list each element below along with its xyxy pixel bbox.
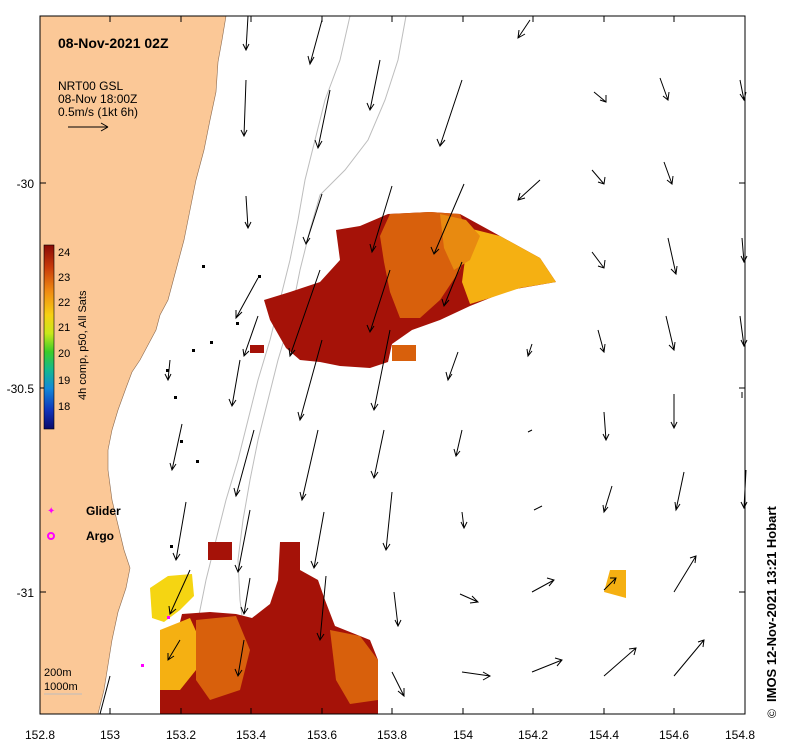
isobath-lines <box>179 15 407 715</box>
colorbar-tick-label: 22 <box>58 297 70 309</box>
product-name: NRT00 GSL <box>58 79 123 93</box>
y-tick-label: -31 <box>17 586 35 600</box>
map-title: 08-Nov-2021 02Z <box>58 35 169 51</box>
x-tick-label: 153.8 <box>377 728 407 742</box>
y-tick-label: -30 <box>17 177 35 191</box>
legend-argo-label: Argo <box>86 529 114 543</box>
x-axis-labels: 152.8 153 153.2 153.4 153.6 153.8 154 15… <box>25 728 755 742</box>
y-axis-labels: -30 -30.5 -31 <box>7 177 35 600</box>
colorbar-scale <box>43 244 55 430</box>
glider-marker-icon: ✦ <box>47 506 55 517</box>
x-tick-label: 154.6 <box>659 728 689 742</box>
vector-scale-arrow <box>68 122 109 132</box>
product-time: 08-Nov 18:00Z <box>58 92 137 106</box>
colorbar-tick-label: 19 <box>58 375 70 387</box>
isobath-1000m-label: 1000m <box>44 681 78 693</box>
credit-text: IMOS 12-Nov-2021 13:21 Hobart <box>764 506 779 702</box>
colorbar-tick-label: 23 <box>58 272 70 284</box>
y-tick-label: -30.5 <box>7 382 35 396</box>
x-tick-label: 153 <box>100 728 120 742</box>
colorbar-tick-label: 18 <box>58 401 70 413</box>
colorbar-label: 4h comp, p50, All Sats <box>77 290 89 400</box>
station-markers <box>166 265 261 548</box>
x-tick-label: 153.2 <box>166 728 196 742</box>
legend: ✦ Glider Argo <box>47 504 121 543</box>
sst-patch-north <box>250 212 556 368</box>
x-tick-label: 154.8 <box>725 728 755 742</box>
x-tick-label: 154 <box>453 728 473 742</box>
coastline-land <box>39 15 227 715</box>
glider-markers <box>141 616 170 667</box>
x-tick-label: 154.4 <box>589 728 619 742</box>
x-tick-label: 154.2 <box>518 728 548 742</box>
colorbar-tick-label: 21 <box>58 322 70 334</box>
argo-marker-icon <box>47 532 55 540</box>
colorbar-tick-label: 24 <box>58 247 70 259</box>
sst-patch-south <box>150 542 626 714</box>
copyright-icon: © <box>765 709 779 718</box>
vector-scale-label: 0.5m/s (1kt 6h) <box>58 105 138 119</box>
sst-colorbar: 24 23 22 21 20 19 18 4h comp, p50, All S… <box>43 244 89 430</box>
colorbar-tick-label: 20 <box>58 348 70 360</box>
x-tick-label: 153.4 <box>236 728 266 742</box>
credit-block: © IMOS 12-Nov-2021 13:21 Hobart <box>764 506 779 718</box>
x-tick-label: 152.8 <box>25 728 55 742</box>
x-tick-label: 153.6 <box>307 728 337 742</box>
legend-glider-label: Glider <box>86 504 121 518</box>
isobath-200m-label: 200m <box>44 667 72 679</box>
current-vectors <box>99 15 748 715</box>
